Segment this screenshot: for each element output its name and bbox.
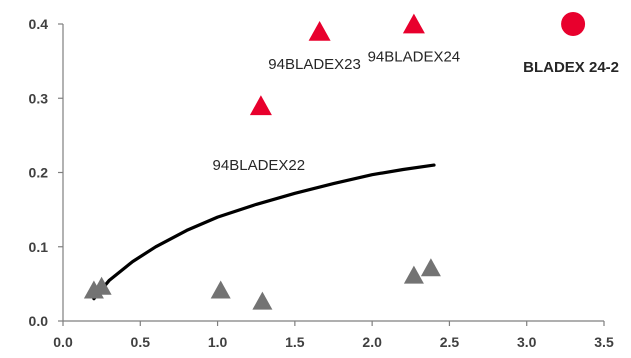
x-tick-label: 2.5 xyxy=(440,334,460,350)
x-tick-label: 1.5 xyxy=(285,334,305,350)
point-label: 94BLADEX23 xyxy=(268,56,361,73)
x-tick-label: 1.0 xyxy=(208,334,228,350)
gray-triangle-point xyxy=(403,265,424,284)
gray-triangle-point xyxy=(420,258,441,277)
red-triangle-point xyxy=(249,95,272,116)
gray-triangle-point xyxy=(252,291,273,310)
x-tick-label: 3.0 xyxy=(517,334,537,350)
y-tick-label: 0.1 xyxy=(29,239,49,255)
trend-curve xyxy=(92,163,436,301)
x-tick-label: 3.5 xyxy=(594,334,614,350)
point-label: 94BLADEX24 xyxy=(368,48,461,65)
point-label: 94BLADEX22 xyxy=(213,157,306,174)
x-tick-label: 0.0 xyxy=(53,334,73,350)
gray-triangle-point xyxy=(210,280,231,299)
red-triangle-point xyxy=(402,13,425,34)
axes xyxy=(58,23,605,326)
trend-curve-layer xyxy=(92,163,436,301)
data-points xyxy=(83,12,586,310)
y-tick-label: 0.2 xyxy=(29,165,49,181)
tick-labels: 0.0 0.5 1.0 1.5 2.0 2.5 3.0 3.5 0.0 0.1 0.2 0.3 0.4 xyxy=(29,16,614,350)
gray-triangle-point xyxy=(91,276,112,295)
point-labels: 94BLADEX22 94BLADEX23 94BLADEX24 BLADEX 24-… xyxy=(213,48,619,174)
y-tick-label: 0.4 xyxy=(29,16,49,32)
red-circle-point xyxy=(561,12,586,36)
y-tick-label: 0.3 xyxy=(29,90,49,106)
x-tick-label: 2.0 xyxy=(362,334,382,350)
x-tick-label: 0.5 xyxy=(131,334,151,350)
red-triangle-point xyxy=(308,21,331,41)
point-label-bold: BLADEX 24-2 xyxy=(523,59,619,76)
y-tick-label: 0.0 xyxy=(29,313,49,329)
